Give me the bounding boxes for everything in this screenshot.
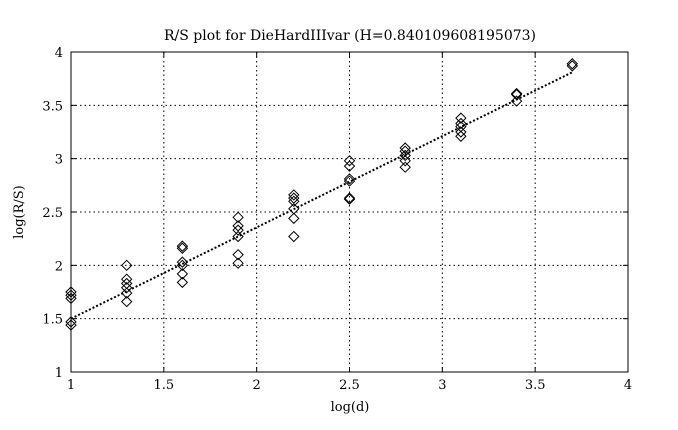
data-point-diamond: [455, 126, 467, 138]
scatter-markers: [65, 58, 579, 331]
data-point-diamond: [343, 155, 356, 167]
data-point-diamond: [120, 277, 133, 290]
data-point-diamond: [343, 175, 356, 187]
fit-line: [70, 71, 573, 320]
data-point-diamond: [288, 230, 300, 243]
y-tick-label: 2.5: [42, 206, 63, 221]
data-point-diamond: [176, 276, 189, 289]
data-point-diamond: [455, 117, 467, 130]
data-point-diamond: [343, 193, 356, 205]
x-tick-label: 4: [624, 378, 632, 393]
axis-ticks: 1 1.5 2 2.5 3 3.5 4 1 1.5 2 2.5 3 3.5 4: [42, 46, 632, 393]
x-tick-label: 3: [438, 378, 446, 393]
data-point-diamond: [510, 95, 523, 107]
x-tick-label: 3.5: [525, 378, 546, 393]
plot-frame: [70, 51, 629, 373]
x-tick-label: 1: [67, 378, 75, 393]
x-tick-label: 1.5: [153, 378, 174, 393]
x-axis-label: log(d): [331, 400, 370, 415]
y-tick-label: 3.5: [42, 99, 63, 114]
data-point-diamond: [455, 112, 467, 124]
data-point-diamond: [120, 287, 133, 299]
data-point-diamond: [399, 161, 411, 173]
data-point-diamond: [566, 58, 579, 70]
data-point-diamond: [232, 211, 244, 224]
data-point-diamond: [176, 268, 189, 280]
grid-lines: [71, 52, 628, 372]
data-point-diamond: [343, 160, 356, 172]
data-point-diamond: [120, 282, 133, 294]
data-point-diamond: [288, 192, 300, 204]
data-point-diamond: [288, 195, 300, 208]
data-point-diamond: [399, 149, 411, 162]
data-point-diamond: [232, 248, 244, 261]
x-tick-label: 2: [253, 378, 261, 393]
data-point-diamond: [566, 60, 579, 72]
chart-title: R/S plot for DieHardIIIvar (H=0.84010960…: [164, 28, 536, 44]
data-point-diamond: [343, 192, 356, 204]
data-point-diamond: [120, 273, 133, 285]
data-point-diamond: [120, 259, 133, 272]
data-point-diamond: [399, 155, 411, 167]
data-point-diamond: [232, 257, 244, 269]
data-point-diamond: [176, 256, 189, 268]
data-point-diamond: [232, 224, 244, 236]
data-point-diamond: [120, 295, 133, 308]
data-point-diamond: [399, 142, 411, 154]
data-point-diamond: [343, 173, 356, 185]
fit-line-group: [70, 71, 573, 320]
data-point-diamond: [455, 130, 467, 142]
y-tick-label: 1.5: [42, 313, 63, 328]
y-axis-label: log(R/S): [12, 185, 27, 239]
y-tick-label: 4: [55, 46, 63, 61]
data-point-diamond: [288, 189, 300, 201]
data-point-diamond: [176, 242, 189, 254]
data-point-diamond: [176, 240, 189, 252]
data-point-diamond: [288, 212, 300, 225]
y-tick-label: 2: [55, 259, 63, 274]
y-tick-label: 1: [55, 366, 63, 381]
x-tick-label: 2.5: [339, 378, 360, 393]
y-tick-label: 3: [55, 153, 63, 168]
data-point-diamond: [176, 259, 189, 272]
